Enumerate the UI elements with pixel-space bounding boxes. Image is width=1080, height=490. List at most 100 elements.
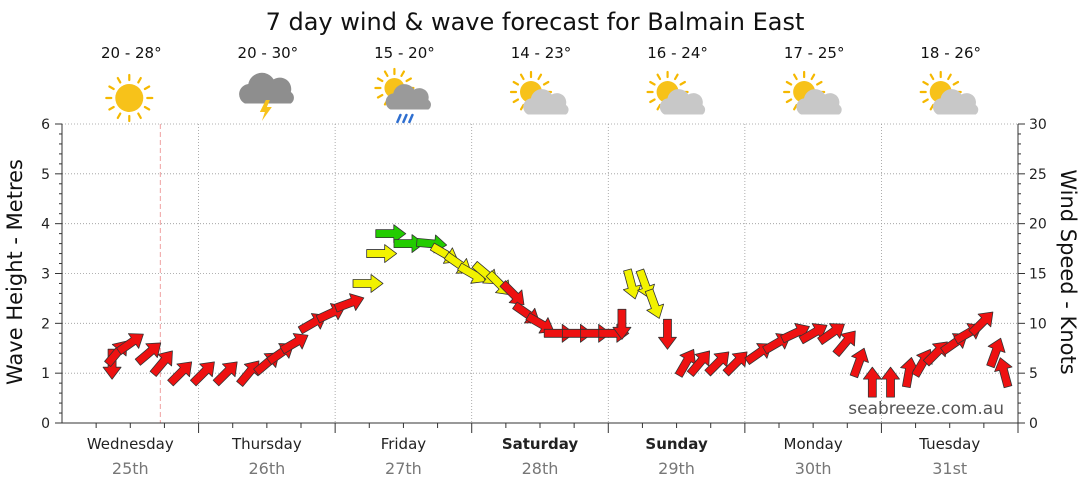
wind-arrow-shape <box>658 318 677 350</box>
wind-arrow-shape <box>849 347 869 379</box>
right-tick-label: 20 <box>1029 217 1047 233</box>
day-label: Saturday <box>502 435 579 453</box>
temperature-range: 20 - 30° <box>238 44 299 62</box>
left-axis-title: Wave Height - Metres <box>3 159 27 385</box>
wind-arrow <box>986 337 1006 369</box>
right-tick-label: 25 <box>1029 167 1047 183</box>
left-tick-label: 6 <box>41 117 50 133</box>
sun-ray <box>116 112 122 120</box>
sun-ray <box>519 103 525 111</box>
left-axis-ticks: 0 1 2 3 4 5 6 <box>41 117 50 432</box>
day-label: Monday <box>784 435 843 453</box>
cloud-shape <box>523 89 569 115</box>
cloud-shape <box>796 89 842 115</box>
wind-arrows <box>102 224 1013 398</box>
sun-disc <box>115 84 144 112</box>
wind-arrow <box>333 293 365 313</box>
right-tick-label: 5 <box>1029 366 1038 382</box>
sun-ray <box>512 80 520 86</box>
partly-cloudy-icon <box>919 70 979 115</box>
date-label: 29th <box>658 459 695 478</box>
wind-arrow <box>167 361 193 387</box>
right-axis-ticks: 0 5 10 15 20 25 30 <box>1029 117 1047 432</box>
watermark: seabreeze.com.au <box>848 399 1004 419</box>
wind-arrow-shape <box>167 361 193 387</box>
wind-arrow <box>393 234 425 254</box>
temperature-range: 20 - 28° <box>101 44 162 62</box>
sun-ray <box>108 85 115 91</box>
temperature-range: 15 - 20° <box>374 44 435 62</box>
sun-ray <box>143 85 151 91</box>
left-tick-label: 0 <box>41 416 50 432</box>
sun-ray <box>542 80 550 86</box>
wind-arrow <box>686 350 711 377</box>
sun-ray <box>922 80 929 86</box>
sun-ray <box>922 98 929 104</box>
left-tick-label: 1 <box>41 366 50 382</box>
wind-arrow <box>722 351 748 377</box>
wind-arrow <box>817 323 845 346</box>
sun-ray <box>656 73 662 81</box>
sun-ray <box>816 80 823 86</box>
wind-arrow <box>658 318 677 350</box>
wind-arrow-shape <box>352 274 384 293</box>
date-label: 28th <box>522 459 559 478</box>
sun-ray <box>400 70 406 77</box>
wind-arrow-shape <box>832 330 856 357</box>
cloud-shape <box>932 89 979 115</box>
partly-cloudy-icon <box>783 70 842 115</box>
wind-arrow <box>994 357 1013 389</box>
day-label: Friday <box>381 435 427 453</box>
wind-arrow-shape <box>686 350 711 377</box>
wind-arrow-shape <box>704 351 730 377</box>
sun-ray <box>947 73 952 81</box>
left-tick-label: 3 <box>41 267 50 283</box>
wind-arrow <box>352 274 384 293</box>
wind-arrow <box>212 361 238 387</box>
sun-ray <box>376 93 384 99</box>
wind-arrow-shape <box>393 234 425 254</box>
wind-arrow-shape <box>134 342 162 366</box>
sun-ray <box>649 98 656 104</box>
wind-arrow-shape <box>543 323 575 343</box>
wind-arrow <box>580 323 612 343</box>
sun-ray <box>656 103 662 111</box>
sun-ray <box>383 70 389 77</box>
wind-arrow <box>366 244 398 263</box>
sun-cloud-rain-icon <box>374 67 431 124</box>
right-tick-label: 0 <box>1029 416 1038 432</box>
sun-ray <box>376 77 384 83</box>
sun-ray <box>785 80 793 86</box>
lightning-bolt <box>259 100 272 121</box>
wind-arrow-shape <box>612 308 632 340</box>
wind-arrow-shape <box>622 268 642 300</box>
left-tick-label: 2 <box>41 316 50 332</box>
wind-arrow-shape <box>525 312 555 334</box>
sun-ray <box>929 103 935 111</box>
date-label: 30th <box>795 459 832 478</box>
x-axis-labels: Wednesday 25th Thursday 26th Friday 27th Satur… <box>87 435 980 478</box>
wind-arrow-shape <box>149 350 173 377</box>
sun-ray <box>537 73 543 81</box>
wind-arrow-shape <box>116 333 144 355</box>
right-axis-title: Wind Speed - Knots <box>1056 169 1080 374</box>
day-label: Wednesday <box>87 435 174 453</box>
wind-arrow <box>622 268 642 300</box>
right-tick-label: 30 <box>1029 117 1047 133</box>
cloud-shape <box>239 72 294 104</box>
wind-arrow <box>189 361 215 387</box>
wind-arrow-shape <box>580 323 612 343</box>
wind-arrow <box>525 312 555 334</box>
wind-arrow <box>612 308 632 340</box>
wind-arrow-shape <box>499 280 525 306</box>
sun-ray <box>108 105 115 111</box>
wind-arrow <box>499 280 525 306</box>
sun-ray <box>116 76 122 84</box>
wind-arrow <box>562 323 593 343</box>
sun-ray <box>793 103 798 111</box>
wind-arrow-shape <box>994 357 1013 389</box>
wind-arrow-shape <box>968 311 994 337</box>
partly-cloudy-icon <box>509 70 569 115</box>
